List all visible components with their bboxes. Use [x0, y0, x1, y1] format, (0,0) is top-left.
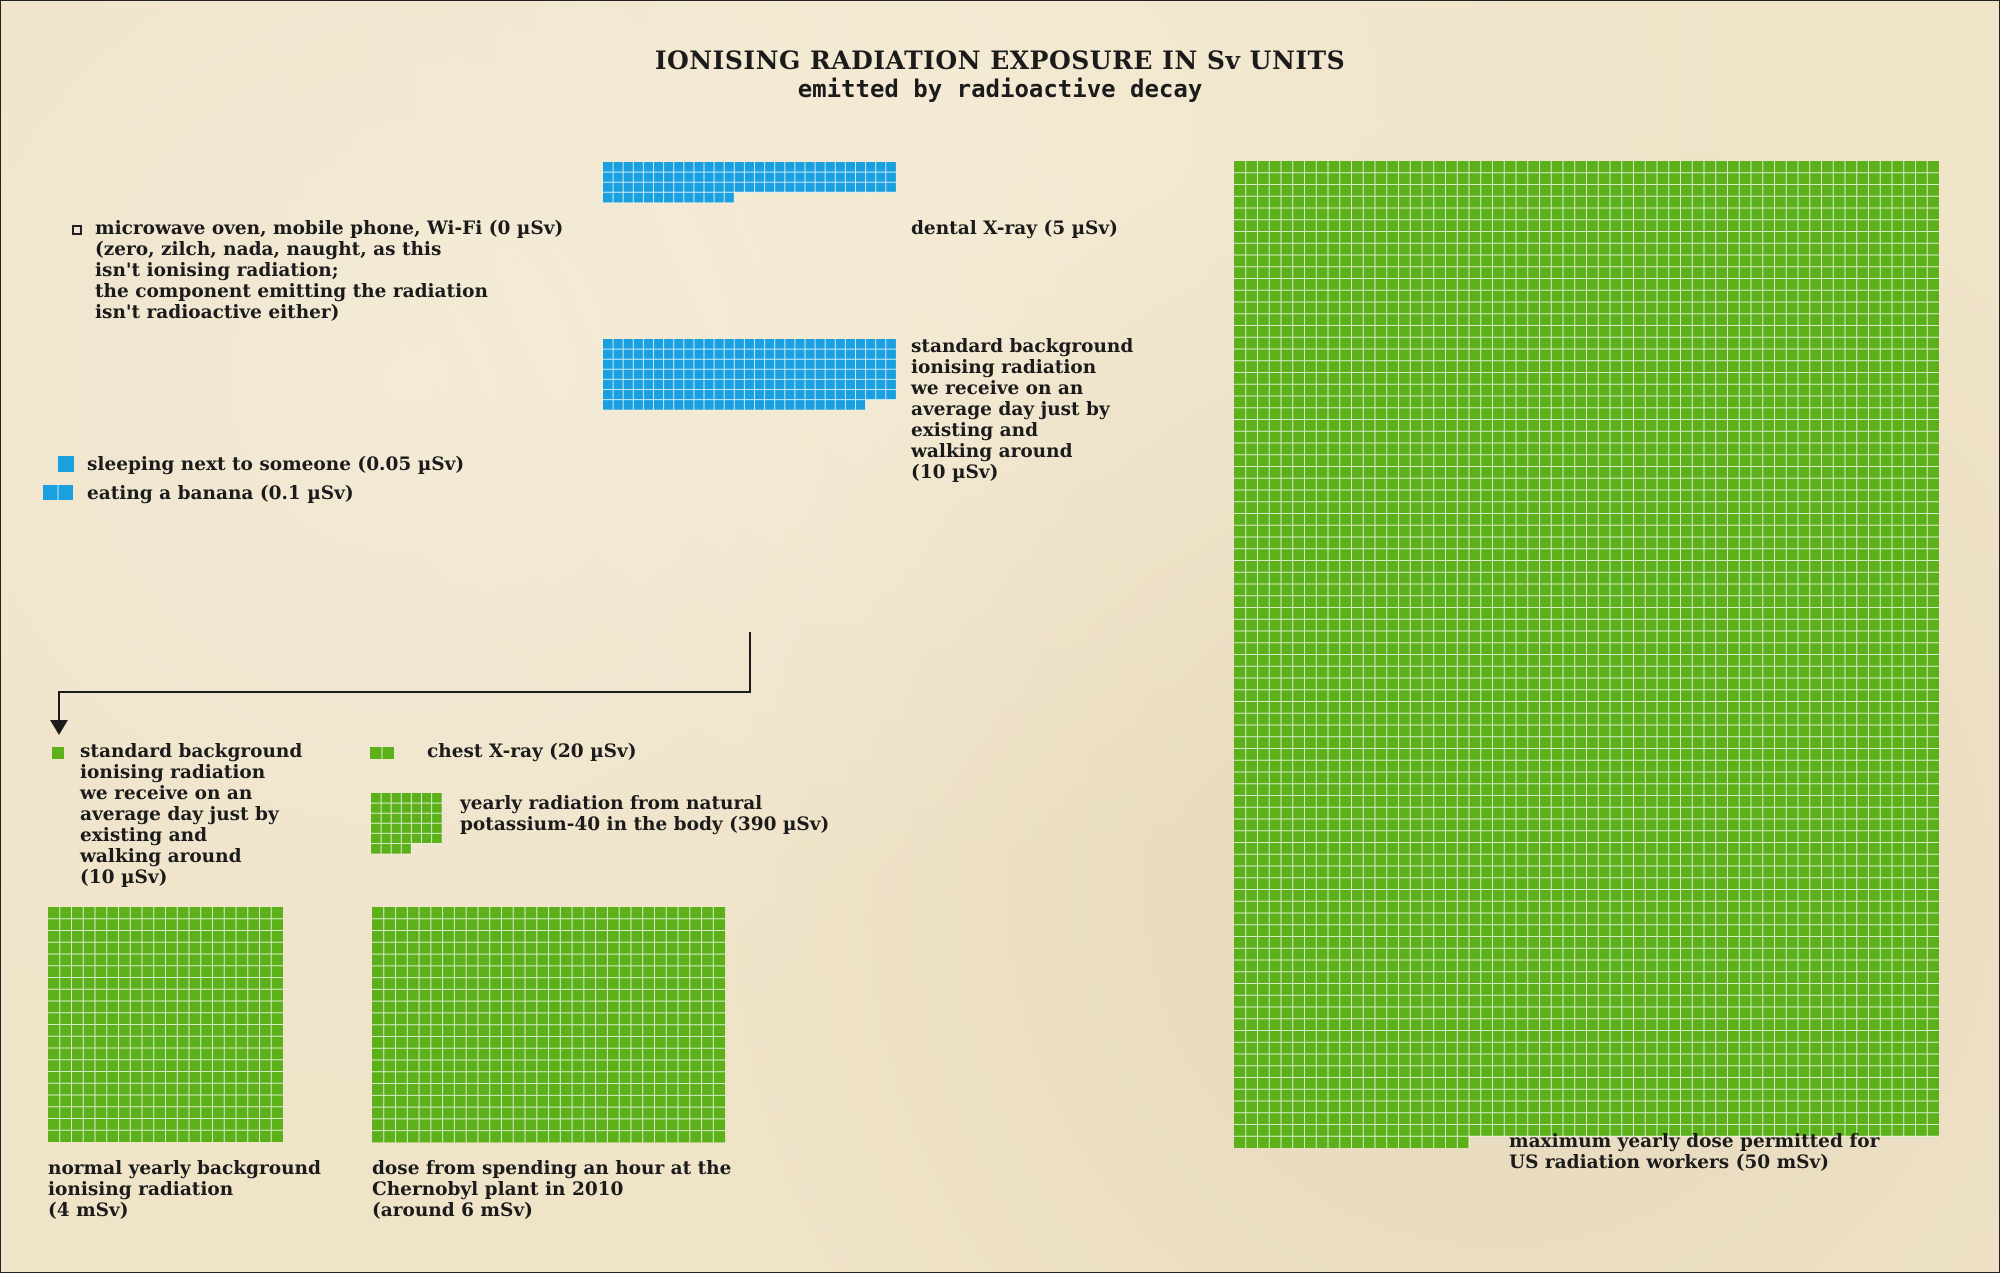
label-background-day-green: standard background ionising radiation w…: [80, 741, 303, 888]
mark-potassium-gridlines: [371, 793, 442, 854]
mark-background-day-blue: [603, 339, 896, 410]
mark-background-day-green-block: [52, 747, 64, 759]
label-chest: chest X-ray (20 µSv): [427, 741, 637, 762]
mark-sleeping: [58, 456, 74, 472]
connector-arrowhead: [50, 720, 68, 735]
label-yearly-bg: normal yearly background ionising radiat…: [48, 1158, 321, 1221]
mark-background-day-green: [52, 747, 64, 759]
label-dental: dental X-ray (5 µSv): [911, 218, 1118, 239]
label-us-workers: maximum yearly dose permitted for US rad…: [1509, 1131, 1880, 1173]
mark-background-day-blue-gridlines: [603, 339, 896, 410]
mark-dental: [603, 162, 896, 203]
label-sleeping: sleeping next to someone (0.05 µSv): [87, 454, 465, 475]
label-banana: eating a banana (0.1 µSv): [87, 483, 354, 504]
mark-us-workers-gridlines: [1234, 161, 1939, 1148]
chart-title: IONISING RADIATION EXPOSURE IN Sv UNITS: [654, 46, 1346, 75]
mark-potassium: [371, 793, 442, 854]
mark-yearly-bg-gridlines: [48, 907, 283, 1142]
label-potassium: yearly radiation from natural potassium-…: [460, 793, 830, 835]
mark-banana: [43, 485, 73, 500]
chart-subtitle: emitted by radioactive decay: [797, 75, 1203, 103]
mark-dental-partial-row: [603, 192, 735, 203]
mark-chernobyl-gridlines: [372, 907, 726, 1143]
mark-yearly-bg: [48, 907, 283, 1142]
mark-us-workers: [1234, 161, 1939, 1148]
mark-chest: [370, 747, 394, 759]
mark-chernobyl: [372, 907, 726, 1143]
label-background-day-blue: standard background ionising radiation w…: [911, 336, 1134, 483]
label-chernobyl: dose from spending an hour at the Cherno…: [372, 1158, 732, 1221]
mark-microwave: [72, 225, 82, 235]
connector-line: [58, 632, 751, 722]
mark-potassium-block: [371, 793, 442, 844]
mark-dental-gridlines: [603, 162, 896, 203]
label-microwave: microwave oven, mobile phone, Wi-Fi (0 µ…: [95, 218, 564, 323]
mark-dental-block: [603, 162, 896, 193]
mark-sleeping-block: [58, 456, 74, 472]
